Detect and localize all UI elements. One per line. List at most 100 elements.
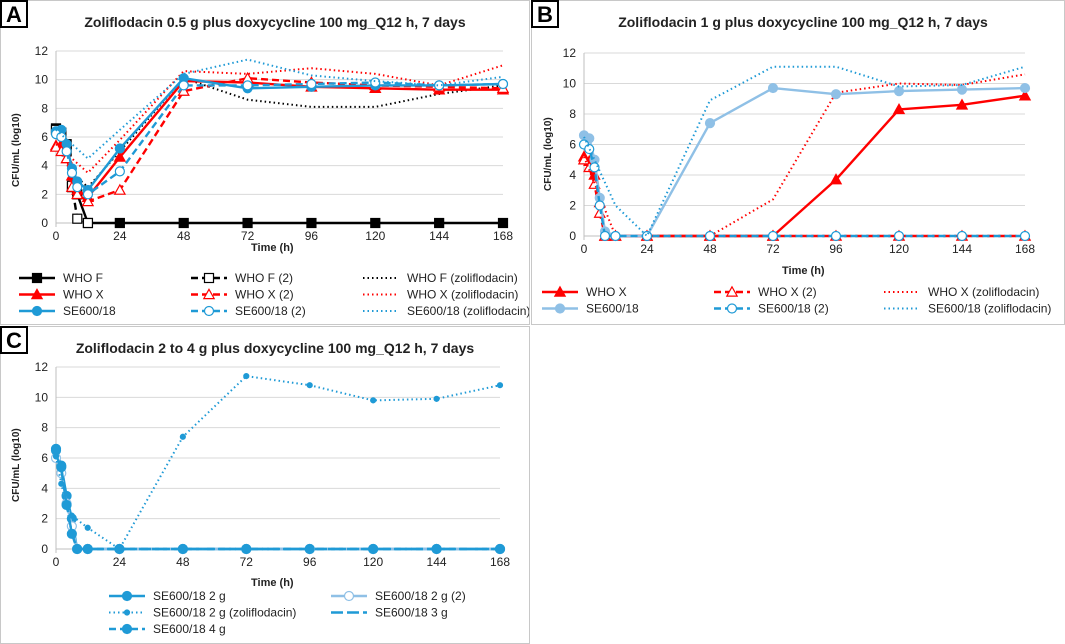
panel-c-series-4-point-5 — [82, 543, 93, 555]
panel-c-series-2-line — [55, 375, 501, 550]
panel-b-legend-marker-0 — [553, 285, 567, 297]
panel-c-series-2-point-6 — [179, 433, 186, 440]
panel-a-legend-marker-7 — [203, 305, 215, 317]
panel-a-series-0-point-12 — [497, 217, 509, 229]
panel-c-series-4-line — [54, 450, 500, 551]
panel-a-series-7-point-1 — [56, 131, 67, 143]
panel-a-legend-entry-0: WHO F — [19, 271, 103, 285]
panel-a-series-1-point-5 — [82, 217, 94, 229]
panel-a-series-0-point-7 — [178, 217, 189, 229]
panel-c-series-1 — [50, 452, 506, 555]
panel-b-series-4-point-1 — [584, 143, 595, 155]
panel-a-y-tick-8: 8 — [41, 101, 48, 115]
panel-b-legend-entry-1: WHO X (2) — [714, 285, 817, 299]
panel-a-x-tick-0: 0 — [53, 229, 60, 243]
panel-b-series-3-point-12 — [1019, 82, 1031, 94]
panel-c-series-3 — [54, 453, 500, 551]
panel-c-series-2 — [52, 372, 504, 553]
panel-c-y-tick-10: 10 — [35, 390, 49, 404]
panel-b-series-1-line — [583, 159, 1025, 238]
panel-b-series-4-point-3 — [594, 200, 605, 211]
panel-a-series-7-point-10 — [370, 77, 381, 88]
panel-b-y-tick-4: 4 — [569, 168, 576, 182]
panel-b-series-0 — [577, 89, 1032, 241]
panel-a-legend-entry-8: SE600/18 (zoliflodacin) — [363, 304, 529, 318]
panel-a-series-0-point-9 — [306, 217, 317, 229]
panel-a-series-6-point-6 — [114, 143, 125, 154]
panel-c-series-4-point-9 — [304, 543, 315, 555]
panel-b-y-tick-10: 10 — [563, 77, 577, 91]
panel-b-legend-label-5: SE600/18 (zoliflodacin) — [928, 302, 1051, 316]
panel-a-title: Zoliflodacin 0.5 g plus doxycycline 100 … — [84, 14, 466, 30]
panel-b-series-4 — [578, 139, 1031, 242]
panel-a-series-4-point-0 — [49, 140, 63, 152]
panel-a-legend-label-0: WHO F — [63, 271, 103, 285]
panel-b-series-3-line — [583, 86, 1026, 238]
panel-c-series-0-line — [54, 448, 500, 551]
panel-b-legend-entry-3: SE600/18 — [542, 302, 639, 316]
panel-c-series-4-point-3 — [66, 528, 77, 539]
panel-c-y-tick-2: 2 — [41, 512, 48, 526]
panel-b-legend-marker-3 — [554, 303, 566, 314]
panel-b-series-2-line — [583, 73, 1026, 237]
panel-a-series-7-point-5 — [82, 189, 94, 200]
panel-a-x-tick-144: 144 — [429, 229, 449, 243]
panel-b-x-axis-label: Time (h) — [782, 265, 825, 277]
panel-c-series-2-point-11 — [496, 382, 504, 389]
panel-c-legend-marker-2 — [123, 609, 131, 616]
panel-b-series-0-point-11 — [955, 98, 969, 110]
panel-b-legend-label-4: SE600/18 (2) — [758, 302, 829, 316]
panel-c-legend-marker-1 — [343, 590, 355, 602]
panel-b-series-3-point-8 — [767, 82, 779, 94]
panel-a-series-0-point-6 — [114, 217, 125, 229]
panel-b-x-tick-168: 168 — [1015, 242, 1035, 256]
panel-a-series-7-point-2 — [61, 146, 72, 157]
panel-a-legend-label-8: SE600/18 (zoliflodacin) — [407, 304, 529, 318]
panel-c-letter: C — [0, 326, 28, 354]
panel-c-legend-entry-1: SE600/18 2 g (2) — [331, 589, 466, 603]
panel-a-y-tick-4: 4 — [41, 159, 48, 173]
panel-a-series-4-point-5 — [81, 195, 95, 207]
panel-a-y-axis-label: CFU/mL (log10) — [11, 113, 22, 187]
panel-b-series-4-point-12 — [1019, 230, 1031, 242]
panel-a-series-7-line — [55, 81, 504, 196]
panel-a-legend-marker-6 — [31, 305, 43, 317]
panel-c-series-4-point-4 — [72, 543, 83, 555]
panel-b-series-5 — [583, 65, 1026, 237]
panel-b-series-4-point-5 — [610, 230, 621, 242]
panel-a-legend-marker-0 — [31, 272, 43, 284]
panel-c: C Zoliflodacin 2 to 4 g plus doxycycline… — [0, 326, 530, 644]
panel-a-series-4-point-4 — [71, 187, 84, 200]
panel-b-legend-entry-4: SE600/18 (2) — [714, 302, 829, 316]
panel-a-legend-label-5: WHO X (zoliflodacin) — [407, 288, 518, 302]
panel-a-y-tick-0: 0 — [41, 216, 48, 230]
panel-b-series-4-point-4 — [599, 230, 611, 242]
panel-c-title: Zoliflodacin 2 to 4 g plus doxycycline 1… — [75, 340, 475, 356]
panel-a-x-axis-label: Time (h) — [251, 242, 294, 254]
panel-c-series-4-point-2 — [61, 499, 72, 511]
panel-b-legend-label-1: WHO X (2) — [758, 285, 817, 299]
panel-a-legend-entry-4: WHO X (2) — [191, 288, 294, 302]
panel-c-x-tick-96: 96 — [303, 555, 317, 569]
panel-b-series-3-point-11 — [956, 84, 968, 95]
panel-b-x-tick-144: 144 — [952, 242, 972, 256]
panel-c-y-tick-0: 0 — [41, 542, 48, 556]
panel-a-legend-label-1: WHO F (2) — [235, 271, 293, 285]
panel-a-series-7-point-4 — [72, 182, 83, 193]
panel-a-x-tick-48: 48 — [177, 229, 191, 243]
panel-a-series-7-point-3 — [66, 167, 78, 178]
panel-a-legend-marker-3 — [30, 288, 44, 300]
panel-b-legend-entry-5: SE600/18 (zoliflodacin) — [884, 302, 1051, 316]
panel-c-y-tick-4: 4 — [41, 481, 48, 495]
panel-a-y-tick-12: 12 — [35, 44, 49, 58]
panel-a-legend-entry-3: WHO X — [19, 288, 104, 302]
panel-a-legend-entry-7: SE600/18 (2) — [191, 304, 306, 318]
panel-b-y-tick-12: 12 — [563, 46, 577, 60]
panel-a-series-7-point-12 — [497, 78, 509, 90]
panel-b-legend-label-2: WHO X (zoliflodacin) — [928, 285, 1039, 299]
panel-c-series-4-point-6 — [114, 543, 125, 555]
panel-b-legend-label-3: SE600/18 — [586, 302, 639, 316]
panel-a-x-tick-96: 96 — [305, 229, 319, 243]
panel-b-x-tick-72: 72 — [766, 242, 780, 256]
